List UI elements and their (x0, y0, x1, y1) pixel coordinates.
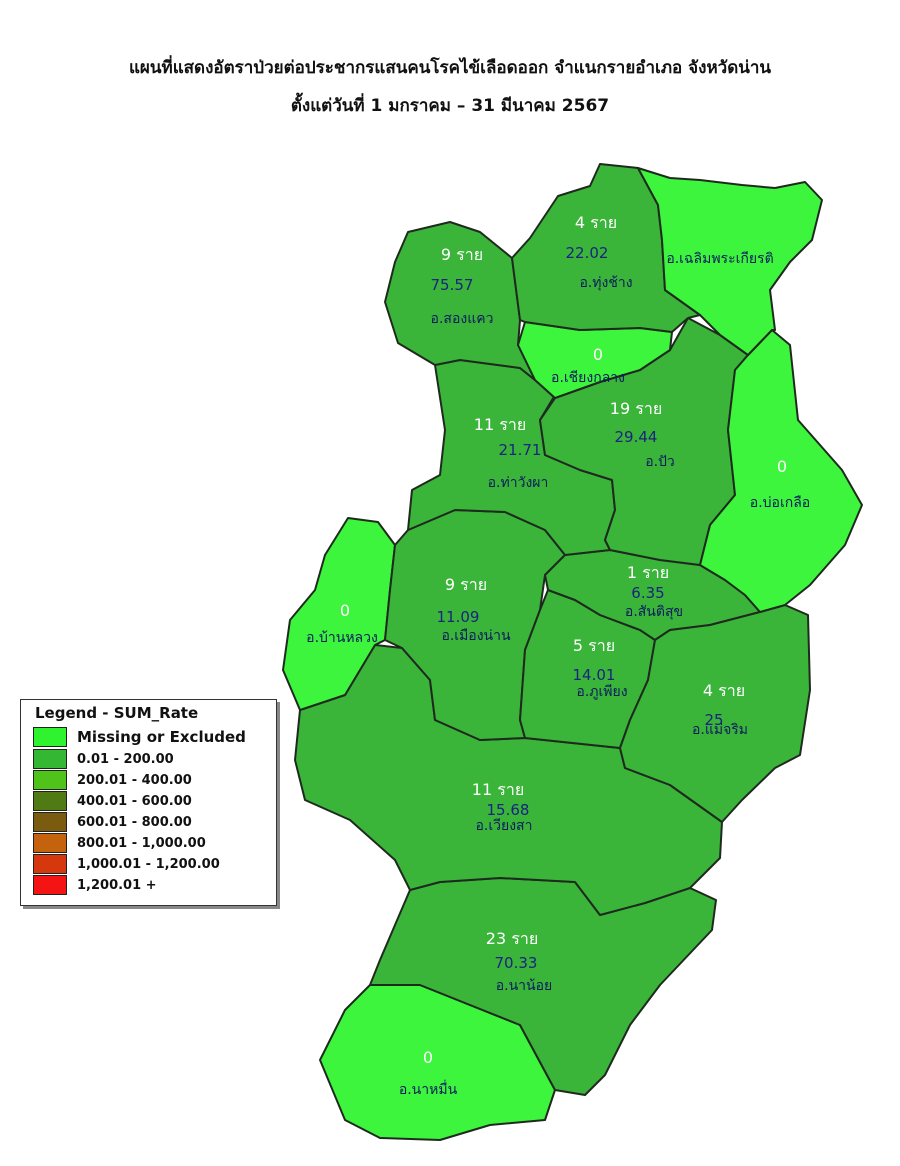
legend-swatch (33, 770, 67, 790)
legend-swatch (33, 833, 67, 853)
legend-label: Missing or Excluded (77, 728, 246, 746)
district-rate-label: 29.44 (615, 428, 658, 446)
district-rate-label: 75.57 (431, 276, 474, 294)
district-cases-label: 0 (777, 457, 787, 476)
district-name-label: อ.นาหมื่น (399, 1080, 458, 1098)
district-name-label: อ.เมืองน่าน (441, 628, 511, 644)
legend-swatch (33, 854, 67, 874)
district-polygon-bokluea[interactable] (699, 329, 863, 613)
district-cases-label: 9 ราย (445, 575, 487, 594)
district-name-label: อ.นาน้อย (496, 978, 552, 994)
legend-label: 1,200.01 + (77, 877, 157, 893)
map-legend: Legend - SUM_Rate Missing or Excluded 0.… (20, 699, 277, 906)
legend-swatch (33, 812, 67, 832)
district-cases-label: 11 ราย (472, 780, 524, 799)
district-polygon-thungchang[interactable] (511, 163, 701, 333)
district-name-label: อ.บ้านหลวง (306, 630, 378, 646)
district-name-label: อ.เชียงกลาง (551, 370, 625, 386)
district-name-label: อ.เวียงสา (476, 818, 533, 834)
district-cases-label: 0 (340, 601, 350, 620)
district-rate-label: 21.71 (499, 441, 542, 459)
district-rate-label: 25 (704, 711, 723, 729)
district-name-label: อ.สองแคว (431, 311, 494, 327)
district-name-label: อ.เฉลิมพระเกียรติ (666, 251, 773, 267)
district-rate-label: 11.09 (437, 608, 480, 626)
district-name-label: อ.สันติสุข (625, 604, 683, 620)
district-rate-label: 15.68 (487, 801, 530, 819)
legend-label: 600.01 - 800.00 (77, 814, 192, 830)
district-polygon-maecharim[interactable] (619, 604, 811, 823)
legend-item-class2: 200.01 - 400.00 (33, 769, 192, 791)
district-cases-label: 4 ราย (703, 681, 745, 700)
legend-label: 200.01 - 400.00 (77, 772, 192, 788)
district-name-label: อ.ภูเพียง (576, 684, 627, 700)
district-name-label: อ.แม่จริม (692, 722, 748, 738)
district-rate-label: 14.01 (573, 666, 616, 684)
map-subtitle: ตั้งแต่วันที่ 1 มกราคม – 31 มีนาคม 2567 (290, 96, 610, 116)
district-cases-label: 19 ราย (610, 399, 662, 418)
district-rate-label: 6.35 (631, 584, 664, 602)
legend-item-class7: 1,200.01 + (33, 874, 157, 896)
legend-item-class6: 1,000.01 - 1,200.00 (33, 853, 220, 875)
legend-item-class3: 400.01 - 600.00 (33, 790, 192, 812)
district-polygon-chaloemphrakiat[interactable] (637, 167, 823, 356)
district-rate-label: 22.02 (566, 244, 609, 262)
legend-title: Legend - SUM_Rate (35, 704, 199, 722)
legend-item-class1: 0.01 - 200.00 (33, 748, 174, 770)
legend-swatch (33, 791, 67, 811)
district-polygon-songkhwae[interactable] (384, 221, 536, 381)
legend-swatch (33, 749, 67, 769)
district-cases-label: 1 ราย (627, 563, 669, 582)
district-cases-label: 0 (593, 345, 603, 364)
legend-swatch (33, 875, 67, 895)
district-cases-label: 9 ราย (441, 245, 483, 264)
legend-item-class5: 800.01 - 1,000.00 (33, 832, 206, 854)
district-rate-label: 70.33 (495, 954, 538, 972)
district-cases-label: 4 ราย (575, 213, 617, 232)
district-polygon-banluang[interactable] (282, 517, 396, 711)
district-cases-label: 23 ราย (486, 929, 538, 948)
district-name-label: อ.ท่าวังผา (488, 475, 549, 491)
district-cases-label: 11 ราย (474, 415, 526, 434)
map-title: แผนที่แสดงอัตราป่วยต่อประชากรแสนคนโรคไข้… (128, 58, 772, 78)
district-cases-label: 5 ราย (573, 636, 615, 655)
district-name-label: อ.บ่อเกลือ (750, 495, 810, 511)
legend-label: 400.01 - 600.00 (77, 793, 192, 809)
legend-label: 0.01 - 200.00 (77, 751, 174, 767)
district-cases-label: 0 (423, 1048, 433, 1067)
legend-swatch (33, 727, 67, 747)
legend-label: 1,000.01 - 1,200.00 (77, 856, 220, 872)
legend-item-missing: Missing or Excluded (33, 726, 246, 748)
district-name-label: อ.ปัว (645, 454, 675, 470)
district-name-label: อ.ทุ่งช้าง (579, 275, 632, 291)
legend-label: 800.01 - 1,000.00 (77, 835, 206, 851)
legend-item-class4: 600.01 - 800.00 (33, 811, 192, 833)
